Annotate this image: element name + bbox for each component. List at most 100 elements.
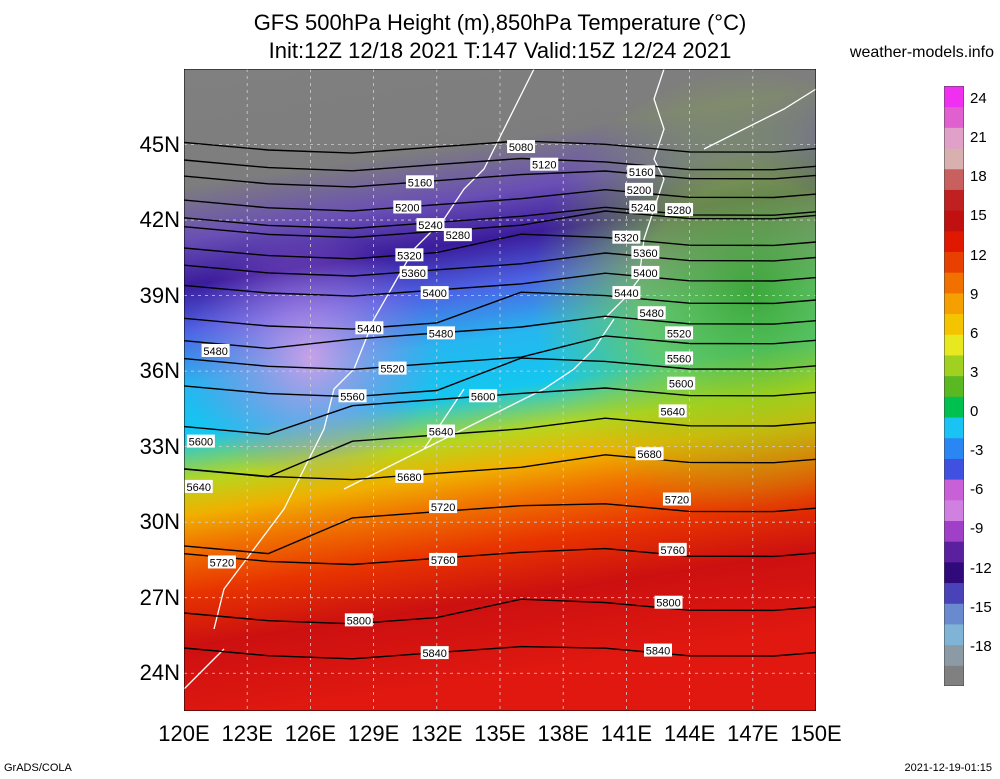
contour-label: 5680 (395, 469, 424, 484)
contour-label-text: 5440 (357, 323, 381, 335)
colorbar-swatch (944, 541, 964, 563)
contour-label: 5720 (662, 492, 691, 507)
contour-label: 5720 (207, 555, 236, 569)
colorbar-swatch (944, 354, 964, 377)
longitude-tick-label: 138E (537, 721, 589, 746)
contour-label-box (184, 479, 213, 493)
longitude-tick-label: 150E (790, 721, 842, 746)
contour-label: 5680 (635, 447, 664, 461)
contour-label: 5440 (355, 321, 384, 335)
cold-anomaly (184, 69, 816, 711)
colorbar-tick-label: 6 (970, 324, 979, 342)
contour-line (184, 206, 816, 230)
colorbar-tick-label: 15 (970, 207, 987, 225)
contour-label: 5760 (429, 552, 458, 567)
contour-label: 5400 (420, 286, 449, 300)
colorbar-swatch (944, 148, 964, 170)
colorbar-tick-label: -12 (970, 559, 992, 577)
contour-labels: 5080 5120 5160 5160 5200 5200 5240 5280 5240 5280… (184, 140, 696, 660)
contour-label-box (507, 140, 536, 154)
contour-label: 5280 (443, 228, 472, 242)
contour-label-box (420, 646, 449, 660)
contour-label: 5320 (612, 230, 641, 245)
contour-label-text: 5520 (667, 328, 691, 340)
contour-label-text: 5480 (429, 328, 453, 340)
contour-label-box (644, 643, 672, 657)
contour-label-text: 5240 (418, 220, 442, 232)
colorbar-tick-label: 18 (970, 168, 987, 186)
contour-label-box (416, 218, 445, 232)
contour-label: 5840 (644, 643, 672, 658)
contour-label-box (530, 157, 559, 171)
colorbar-swatch (944, 210, 964, 232)
contour-label-box (399, 265, 428, 279)
contour-label-box (429, 552, 458, 566)
contour-label-text: 5840 (422, 648, 446, 660)
contour-label-text: 5200 (627, 185, 651, 197)
colorbar-swatch (944, 582, 964, 604)
contour-label: 5280 (665, 202, 694, 217)
contour-line (184, 291, 816, 330)
contour-label: 5160 (405, 175, 434, 189)
contour-line (184, 157, 816, 172)
contour-label-box (469, 389, 498, 403)
contour-label-box (665, 326, 694, 340)
colorbar-swatch (944, 375, 964, 397)
contour-label: 5640 (427, 424, 456, 439)
contour-label-text: 5720 (665, 495, 689, 507)
contour-label-text: 5400 (422, 288, 446, 300)
latitude-tick-label: 45N (139, 131, 180, 157)
colorbar-swatch (944, 251, 964, 273)
colorbar-tick-label: 21 (970, 129, 987, 147)
colorbar-swatch (944, 86, 964, 108)
contour-line (184, 357, 816, 398)
colorbar-tick-label: -15 (970, 598, 992, 616)
contour-line (184, 547, 816, 566)
contour-line (184, 252, 816, 277)
contour-label-text: 5480 (639, 308, 663, 320)
colorbar-swatch (944, 479, 964, 501)
latitude-tick-label: 24N (139, 660, 180, 686)
contour-label: 5760 (658, 542, 687, 557)
contour-label: 5400 (631, 265, 660, 280)
longitude-tick-label: 120E (158, 721, 210, 746)
longitude-tick-label: 126E (284, 721, 337, 746)
colorbar-swatch (944, 189, 964, 211)
contour-label: 5240 (416, 218, 445, 232)
contour-label-text: 5320 (397, 250, 421, 262)
software-credit: GrADS/COLA (4, 762, 72, 774)
contour-label-box (658, 542, 687, 556)
colorbar-swatch (944, 603, 964, 625)
contour-label-text: 5240 (631, 202, 655, 214)
contour-label-text: 5760 (661, 545, 685, 557)
contour-label-box (629, 200, 658, 214)
colorbar-swatch (944, 644, 964, 666)
contour-label-box (612, 286, 641, 300)
colorbar-swatch (944, 334, 964, 356)
contour-label-text: 5720 (210, 557, 234, 569)
contour-label: 5600 (186, 434, 215, 449)
contour-label: 5640 (658, 404, 687, 418)
contour-label-text: 5360 (401, 268, 425, 280)
contour-label-text: 5480 (203, 346, 227, 358)
contour-label-box (654, 595, 683, 609)
contour-label-box (427, 326, 456, 340)
contour-label-text: 5560 (667, 354, 691, 366)
colorbar-tick-label: 24 (970, 90, 987, 108)
weather-map: 5080 5120 5160 5160 5200 5200 5240 5280 5240 5280… (184, 69, 816, 711)
colorbar-tick-label: -9 (970, 520, 984, 538)
contour-label-box (627, 165, 656, 179)
colorbar-tick-label: 9 (970, 285, 979, 303)
contour-line (184, 188, 816, 212)
longitude-tick-label: 144E (663, 721, 716, 746)
contour-label-box (427, 424, 456, 438)
colorbar-tick-label: -18 (970, 637, 992, 655)
latitude-tick-label: 33N (139, 433, 180, 459)
contour-label-text: 5080 (509, 142, 533, 154)
contour-label-box (207, 555, 236, 569)
contour-line (184, 503, 816, 555)
contour-label: 5560 (338, 389, 367, 403)
colorbar-swatch (944, 458, 964, 480)
contour-label-box (662, 492, 691, 506)
colorbar-swatch (944, 417, 964, 439)
